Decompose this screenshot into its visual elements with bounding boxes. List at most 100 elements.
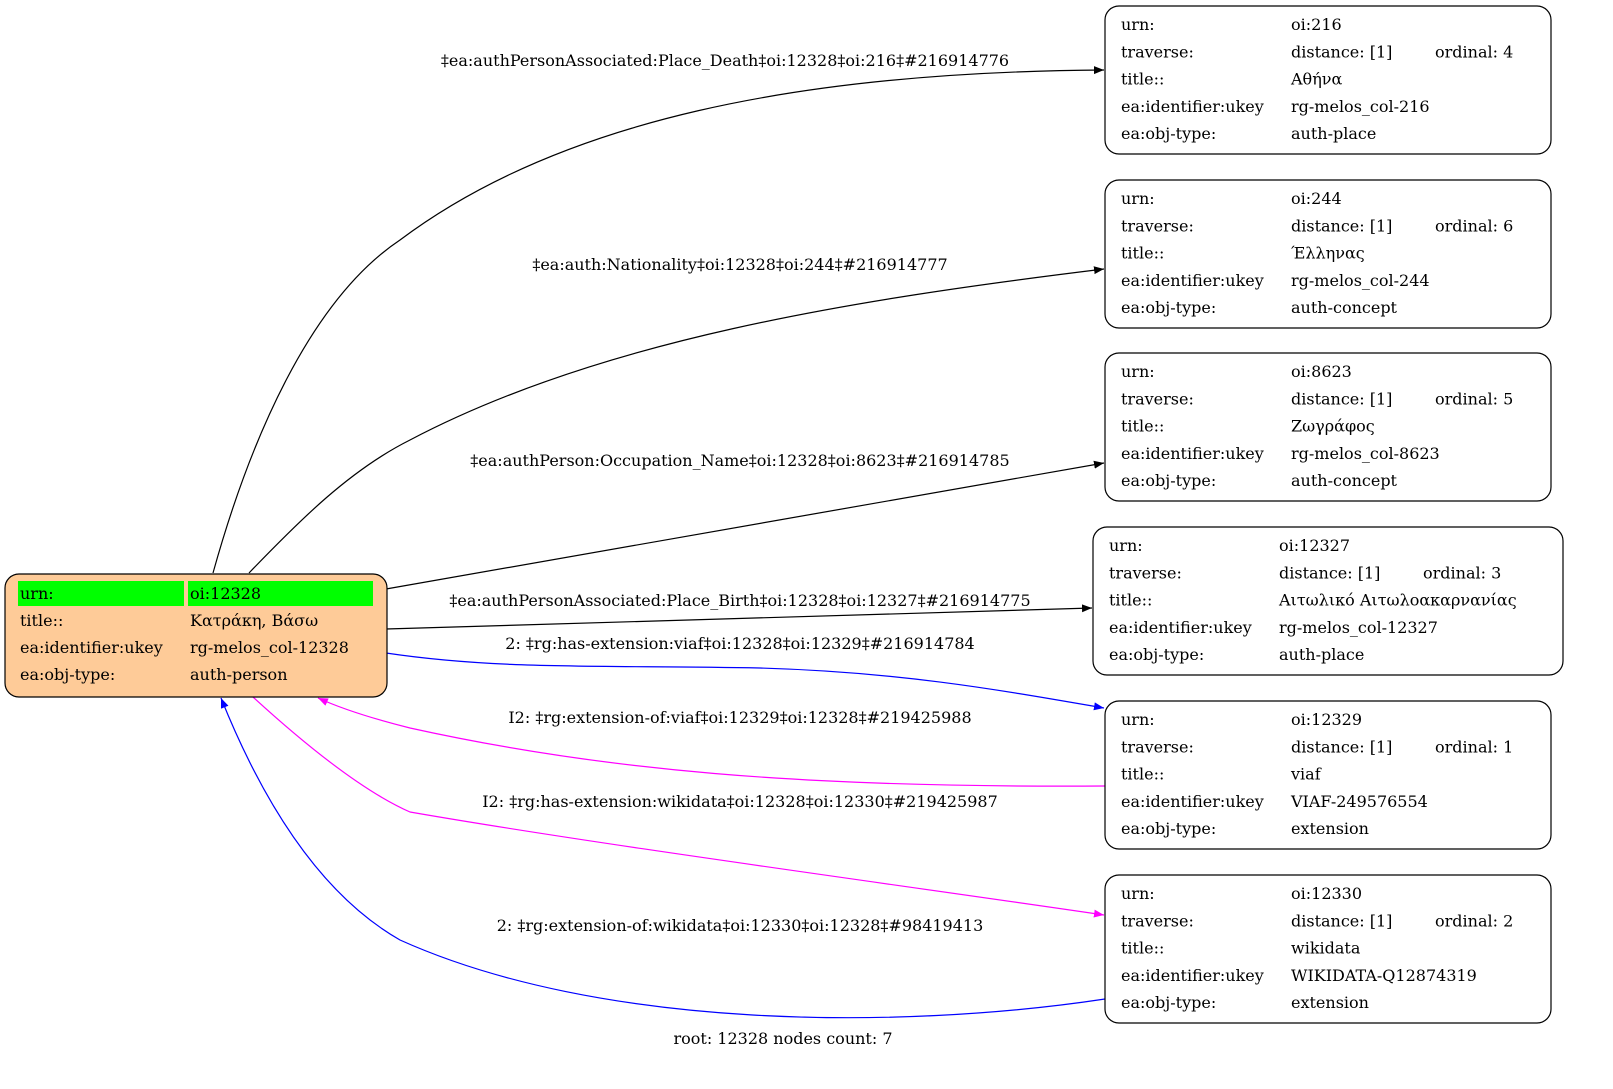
row-key: traverse: xyxy=(1121,42,1194,61)
row-key: traverse: xyxy=(1109,563,1182,582)
ordinal-value: ordinal: 4 xyxy=(1435,42,1513,61)
row-key: title:: xyxy=(1121,765,1164,784)
row-value: auth-place xyxy=(1279,645,1364,664)
row-value: wikidata xyxy=(1291,939,1361,958)
row-key: ea:identifier:ukey xyxy=(1109,618,1252,637)
row-key: ea:obj-type: xyxy=(20,665,115,684)
row-key: urn: xyxy=(1121,15,1155,34)
ordinal-value: ordinal: 5 xyxy=(1435,389,1513,408)
row-key: title:: xyxy=(1121,417,1164,436)
row-value: auth-concept xyxy=(1291,298,1398,317)
row-key: urn: xyxy=(1109,536,1143,555)
row-key: ea:obj-type: xyxy=(1121,124,1216,143)
edge-label: I2: ‡rg:has-extension:wikidata‡oi:12328‡… xyxy=(482,792,998,811)
edge xyxy=(385,460,1105,590)
row-key: ea:identifier:ukey xyxy=(1121,271,1264,290)
row-key: traverse: xyxy=(1121,911,1194,930)
edge-label: ‡ea:authPersonAssociated:Place_Death‡oi:… xyxy=(441,51,1009,70)
row-value: distance: [1] xyxy=(1291,42,1392,61)
row-value: auth-place xyxy=(1291,124,1376,143)
highlight-cell xyxy=(18,581,184,606)
row-value: rg-melos_col-12327 xyxy=(1279,618,1438,637)
row-key: urn: xyxy=(1121,884,1155,903)
row-value: rg-melos_col-216 xyxy=(1291,97,1430,116)
row-key: title:: xyxy=(1109,591,1152,610)
node-oi-216[interactable]: urn: oi:216 traverse: distance: [1] ordinal:… xyxy=(1104,5,1552,155)
ordinal-value: ordinal: 2 xyxy=(1435,911,1513,930)
edge-label: ‡ea:authPerson:Occupation_Name‡oi:12328‡… xyxy=(470,451,1009,470)
row-value: oi:244 xyxy=(1291,189,1342,208)
row-key: title:: xyxy=(1121,244,1164,263)
row-key: ea:identifier:ukey xyxy=(1121,444,1264,463)
edge-label: ‡ea:auth:Nationality‡oi:12328‡oi:244‡#21… xyxy=(532,255,947,274)
row-value: viaf xyxy=(1290,765,1322,784)
row-key: ea:obj-type: xyxy=(1121,993,1216,1012)
edge xyxy=(220,697,1106,1019)
node-oi-244[interactable]: urn: oi:244 traverse: distance: [1] ordinal:… xyxy=(1104,179,1552,329)
row-key: urn: xyxy=(1121,710,1155,729)
node-oi-12329[interactable]: urn: oi:12329 traverse: distance: [1] ordina… xyxy=(1104,700,1552,850)
edge xyxy=(385,604,1093,630)
edge-label: 2: ‡rg:extension-of:wikidata‡oi:12330‡oi… xyxy=(497,916,984,935)
row-value: distance: [1] xyxy=(1291,389,1392,408)
row-key: ea:obj-type: xyxy=(1121,471,1216,490)
ordinal-value: ordinal: 1 xyxy=(1435,737,1513,756)
row-value: distance: [1] xyxy=(1279,563,1380,582)
node-oi-12327[interactable]: urn: oi:12327 traverse: distance: [1] ordina… xyxy=(1092,526,1564,676)
edge-label: ‡ea:authPersonAssociated:Place_Birth‡oi:… xyxy=(449,591,1030,610)
highlight-cell xyxy=(188,581,373,606)
row-value: auth-concept xyxy=(1291,471,1398,490)
footer-caption: root: 12328 nodes count: 7 xyxy=(673,1029,892,1048)
edge-label: 2: ‡rg:has-extension:viaf‡oi:12328‡oi:12… xyxy=(505,634,974,653)
row-key: traverse: xyxy=(1121,389,1194,408)
row-value: oi:12330 xyxy=(1291,884,1362,903)
row-key: traverse: xyxy=(1121,737,1194,756)
ordinal-value: ordinal: 6 xyxy=(1435,216,1513,235)
edge xyxy=(317,697,1106,787)
row-key: title:: xyxy=(20,611,63,630)
row-key: ea:identifier:ukey xyxy=(1121,792,1264,811)
row-value: distance: [1] xyxy=(1291,216,1392,235)
row-key: ea:obj-type: xyxy=(1121,298,1216,317)
row-value: distance: [1] xyxy=(1291,737,1392,756)
row-value: Αιτωλικό Αιτωλοακαρνανίας xyxy=(1278,591,1517,610)
row-key: title:: xyxy=(1121,70,1164,89)
row-value: oi:216 xyxy=(1291,15,1342,34)
ordinal-value: ordinal: 3 xyxy=(1423,563,1501,582)
row-key: ea:obj-type: xyxy=(1121,819,1216,838)
edge xyxy=(385,652,1105,711)
node-oi-8623[interactable]: urn: oi:8623 traverse: distance: [1] ordinal… xyxy=(1104,352,1552,502)
row-key: urn: xyxy=(1121,189,1155,208)
row-key: ea:identifier:ukey xyxy=(20,638,163,657)
row-key: traverse: xyxy=(1121,216,1194,235)
edge xyxy=(248,266,1105,574)
row-value: rg-melos_col-8623 xyxy=(1291,444,1440,463)
row-value: oi:8623 xyxy=(1291,362,1352,381)
row-key: ea:obj-type: xyxy=(1109,645,1204,664)
row-value: extension xyxy=(1291,993,1369,1012)
row-value: rg-melos_col-244 xyxy=(1291,271,1430,290)
row-key: ea:identifier:ukey xyxy=(1121,966,1264,985)
row-value: auth-person xyxy=(190,665,288,684)
row-value: distance: [1] xyxy=(1291,911,1392,930)
row-key: title:: xyxy=(1121,939,1164,958)
row-key: ea:identifier:ukey xyxy=(1121,97,1264,116)
edge xyxy=(212,66,1105,574)
row-value: VIAF-249576554 xyxy=(1290,792,1428,811)
edge xyxy=(252,696,1105,918)
row-value: WIKIDATA-Q12874319 xyxy=(1291,966,1477,985)
row-value: Αθήνα xyxy=(1290,70,1343,89)
row-value: oi:12328 xyxy=(190,584,261,603)
row-value: rg-melos_col-12328 xyxy=(190,638,349,657)
node-oi-12330[interactable]: urn: oi:12330 traverse: distance: [1] ordina… xyxy=(1104,874,1552,1024)
edge-label: I2: ‡rg:extension-of:viaf‡oi:12329‡oi:12… xyxy=(508,708,971,727)
row-key: urn: xyxy=(20,584,54,603)
row-value: Έλληνας xyxy=(1291,244,1365,263)
row-value: extension xyxy=(1291,819,1369,838)
row-key: urn: xyxy=(1121,362,1155,381)
row-value: oi:12329 xyxy=(1291,710,1362,729)
row-value: oi:12327 xyxy=(1279,536,1350,555)
row-value: Κατράκη, Βάσω xyxy=(190,611,318,630)
